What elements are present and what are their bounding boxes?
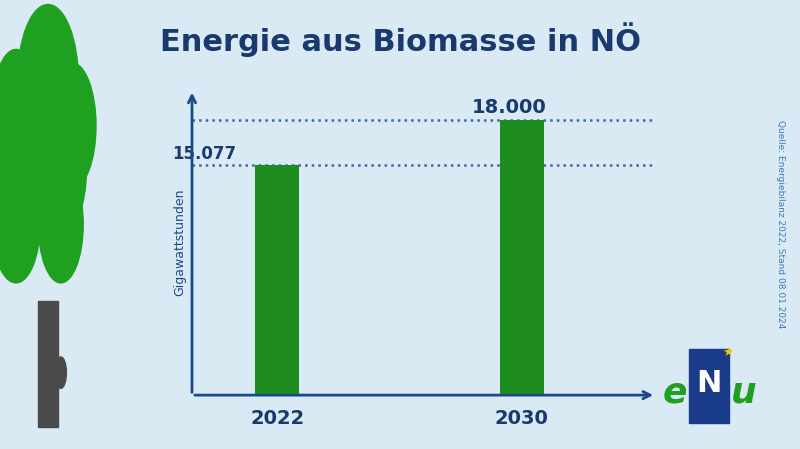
Text: 15.077: 15.077 <box>172 145 236 163</box>
Ellipse shape <box>35 108 86 233</box>
Text: Quelle: Energiebilanz 2022, Stand 08.01.2024: Quelle: Energiebilanz 2022, Stand 08.01.… <box>775 120 785 329</box>
Ellipse shape <box>0 121 30 238</box>
Ellipse shape <box>48 63 96 189</box>
Ellipse shape <box>38 166 83 283</box>
Ellipse shape <box>0 166 40 283</box>
Y-axis label: Gigawattstunden: Gigawattstunden <box>174 189 186 296</box>
Text: N: N <box>696 370 722 398</box>
Text: e: e <box>662 375 687 409</box>
Text: Energie aus Biomasse in NÖ: Energie aus Biomasse in NÖ <box>159 22 641 57</box>
Ellipse shape <box>0 49 40 175</box>
Bar <box>500 120 544 395</box>
Text: ★: ★ <box>722 347 734 359</box>
Bar <box>38 301 58 427</box>
Ellipse shape <box>18 4 78 157</box>
Bar <box>255 165 299 395</box>
Bar <box>690 349 729 423</box>
Circle shape <box>55 357 66 388</box>
Text: u: u <box>730 375 756 409</box>
Ellipse shape <box>3 45 67 180</box>
Ellipse shape <box>2 72 69 242</box>
Text: 18.000: 18.000 <box>472 97 547 116</box>
